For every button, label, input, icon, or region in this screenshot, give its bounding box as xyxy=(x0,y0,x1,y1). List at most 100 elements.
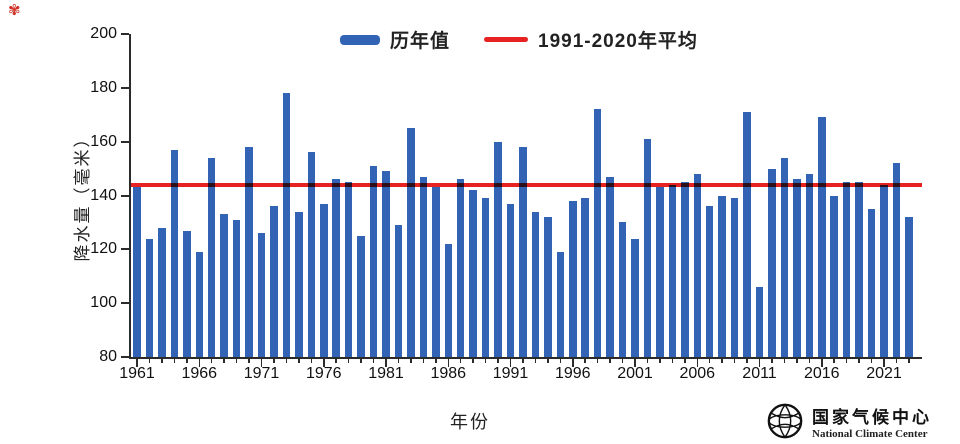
x-tick-1982 xyxy=(397,359,400,363)
x-tick-2012 xyxy=(771,359,773,363)
x-tick-1974 xyxy=(298,359,300,363)
ncc-logo-cn-text: 国家气候中心 xyxy=(812,407,932,427)
x-tick-1987 xyxy=(459,359,462,363)
bar-1968 xyxy=(220,214,228,357)
legend-bar-swatch xyxy=(340,34,380,45)
x-tick-1986 xyxy=(447,359,449,367)
x-tick-2003 xyxy=(659,359,661,363)
x-tick-2009 xyxy=(733,359,736,363)
x-tick-2018 xyxy=(845,359,848,363)
x-tick-2017 xyxy=(833,359,835,363)
bar-1989 xyxy=(481,198,490,357)
x-tick-label-2021: 2021 xyxy=(866,365,902,382)
bar-2001 xyxy=(631,238,639,357)
bar-2004 xyxy=(668,184,677,357)
bar-2016 xyxy=(818,117,826,357)
bar-2000 xyxy=(618,222,627,357)
x-tick-2008 xyxy=(721,359,723,363)
x-tick-1963 xyxy=(161,359,163,363)
bar-1993 xyxy=(531,211,540,357)
x-tick-1980 xyxy=(372,359,375,363)
bar-1986 xyxy=(444,243,452,357)
ncc-logo-en-text: National Climate Center xyxy=(812,427,928,440)
x-tick-2001 xyxy=(634,359,636,367)
bar-1994 xyxy=(544,217,552,357)
x-tick-2010 xyxy=(746,359,748,363)
x-tick-1979 xyxy=(360,359,362,363)
x-tick-2002 xyxy=(646,359,649,363)
x-tick-2000 xyxy=(621,359,624,363)
bar-2023 xyxy=(905,217,913,357)
x-tick-1994 xyxy=(547,359,549,363)
y-tick-80 xyxy=(121,356,129,358)
x-tick-1997 xyxy=(584,359,586,363)
bar-1988 xyxy=(469,190,477,357)
ncc-logo-icon xyxy=(767,403,803,439)
x-tick-1975 xyxy=(310,359,313,363)
bar-1972 xyxy=(270,206,278,357)
x-tick-label-1966: 1966 xyxy=(181,365,218,382)
bar-1996 xyxy=(569,200,577,357)
x-tick-1969 xyxy=(235,359,238,363)
x-tick-label-1981: 1981 xyxy=(368,365,404,382)
plot-area: 1961 1966 1971 1976 1981 1986 1991 1996 2001 2006… xyxy=(90,25,922,382)
bar-1984 xyxy=(419,176,428,357)
y-tick-120 xyxy=(121,248,129,251)
x-tick-1973 xyxy=(285,359,288,363)
x-tick-1961 xyxy=(136,359,138,367)
x-tick-2019 xyxy=(858,359,860,363)
y-tick-label-120: 120 xyxy=(90,240,117,258)
x-tick-label-2016: 2016 xyxy=(803,365,840,382)
bar-1977 xyxy=(332,179,340,357)
watermark-stamp: ✾ xyxy=(8,2,21,19)
x-tick-1967 xyxy=(210,359,213,363)
x-tick-label-1986: 1986 xyxy=(430,365,467,382)
bar-2003 xyxy=(656,187,664,357)
x-tick-1966 xyxy=(198,359,200,367)
x-tick-1995 xyxy=(559,359,562,363)
legend-bar-label: 历年值 xyxy=(390,31,451,52)
x-tick-1988 xyxy=(472,359,474,363)
bar-1965 xyxy=(183,230,191,357)
bar-1967 xyxy=(207,157,216,357)
bar-1973 xyxy=(282,93,291,357)
bar-2005 xyxy=(681,182,689,357)
x-tick-1991 xyxy=(509,359,512,367)
x-tick-2021 xyxy=(883,359,885,367)
x-tick-2015 xyxy=(808,359,811,363)
x-tick-1972 xyxy=(273,359,275,363)
bar-1980 xyxy=(369,165,378,357)
legend-line-swatch xyxy=(484,37,529,42)
bar-1999 xyxy=(606,176,614,357)
y-tick-100 xyxy=(121,302,129,305)
x-tick-1992 xyxy=(522,359,524,363)
x-tick-1971 xyxy=(260,359,263,367)
bar-2008 xyxy=(718,195,726,357)
bar-2006 xyxy=(693,173,701,357)
bar-1974 xyxy=(295,211,303,357)
ncc-logo: 国家气候中心 National Climate Center xyxy=(766,402,932,440)
x-tick-2014 xyxy=(796,359,798,363)
y-tick-label-180: 180 xyxy=(90,78,117,96)
bar-2021 xyxy=(880,184,888,357)
x-tick-2006 xyxy=(696,359,698,367)
x-tick-1970 xyxy=(248,359,250,363)
x-tick-2013 xyxy=(783,359,786,363)
y-tick-140 xyxy=(121,194,129,197)
y-tick-180 xyxy=(121,86,129,89)
x-tick-1976 xyxy=(323,359,325,367)
x-tick-1989 xyxy=(484,359,487,363)
x-tick-1983 xyxy=(410,359,412,363)
bar-1969 xyxy=(232,219,241,357)
x-tick-1978 xyxy=(347,359,350,363)
x-tick-2004 xyxy=(671,359,674,363)
bar-2010 xyxy=(743,112,751,357)
x-tick-2020 xyxy=(870,359,873,363)
bar-2007 xyxy=(705,206,714,357)
bar-2013 xyxy=(780,157,789,357)
bar-1975 xyxy=(307,152,316,357)
bar-1962 xyxy=(145,238,154,357)
bar-2012 xyxy=(768,168,776,357)
x-tick-label-1991: 1991 xyxy=(492,365,529,382)
